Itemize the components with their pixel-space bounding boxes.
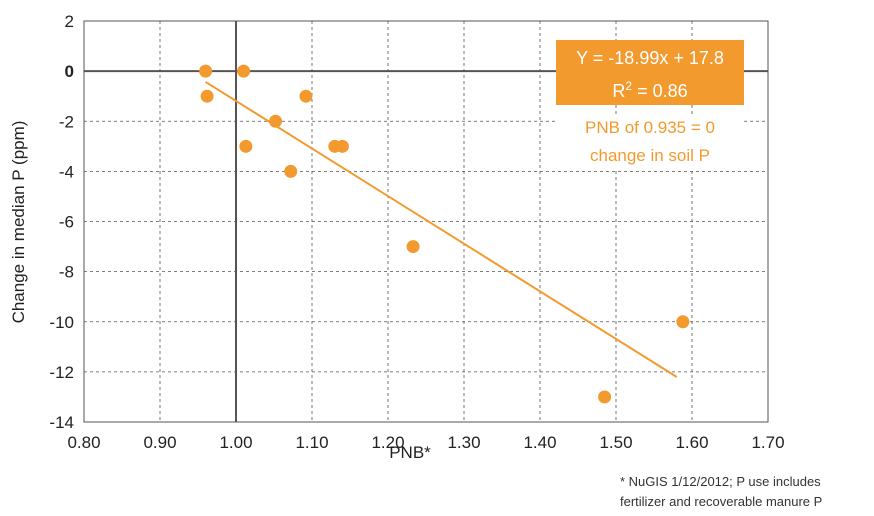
data-point [284,164,298,178]
data-point [598,390,612,404]
data-points [199,64,690,404]
x-tick-label: 1.10 [295,433,328,452]
y-tick-label: -10 [49,313,74,332]
y-tick-label: 2 [65,12,74,31]
y-tick-label: -14 [49,413,74,432]
x-tick-label: 1.40 [523,433,556,452]
x-axis-label: PNB* [389,443,431,462]
y-tick-label: -2 [59,112,74,131]
data-point [299,89,313,103]
annotation: PNB of 0.935 = 0 change in soil P [556,114,744,170]
r-squared-value: R2 = 0.86 [556,72,744,105]
data-point [335,139,349,153]
data-point [406,240,420,254]
annotation-line-1: PNB of 0.935 = 0 [585,118,715,137]
footnote: * NuGIS 1/12/2012; P use includes fertil… [620,472,822,512]
x-tick-label: 1.50 [599,433,632,452]
x-tick-label: 1.70 [751,433,784,452]
footnote-line-1: * NuGIS 1/12/2012; P use includes [620,474,821,489]
r2-label: R [612,81,626,101]
x-tick-label: 1.20 [371,433,404,452]
y-tick-label: -12 [49,363,74,382]
regression-equation: Y = -18.99x + 17.8 [576,48,724,68]
r2-number: = 0.86 [632,81,688,101]
equation-box: Y = -18.99x + 17.8 R2 = 0.86 [556,40,744,105]
r2-superscript: 2 [625,79,633,93]
y-tick-label: 0 [65,62,74,81]
data-point [676,315,690,329]
y-tick-label: -8 [59,263,74,282]
x-tick-label: 1.30 [447,433,480,452]
data-point [200,89,214,103]
y-tick-label: -6 [59,213,74,232]
data-point [237,64,251,78]
x-tick-label: 0.90 [143,433,176,452]
x-tick-label: 1.00 [219,433,252,452]
footnote-line-2: fertilizer and recoverable manure P [620,494,823,509]
tick-labels: 2 0 -2 -4 -6 -8 -10 -12 -140.80 0.90 1.00 1.10 1.20 1… [49,12,784,452]
x-tick-label: 1.60 [675,433,708,452]
y-tick-label: -4 [59,162,74,181]
data-point [199,64,213,78]
data-point [239,139,253,153]
x-tick-label: 0.80 [67,433,100,452]
y-axis-label: Change in median P (ppm) [9,121,28,324]
data-point [269,114,283,128]
trendline [205,81,678,378]
annotation-line-2: change in soil P [589,146,711,165]
trendline-group [205,81,678,378]
